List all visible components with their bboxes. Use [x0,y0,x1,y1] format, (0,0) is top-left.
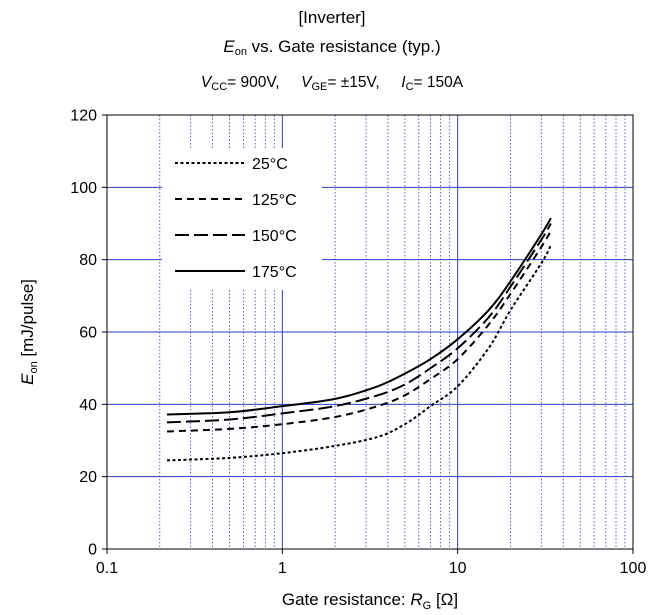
vge-value: = ±15V, [327,74,380,91]
x-axis-label-sub: G [423,600,432,612]
x-tick-label: 1 [278,560,287,577]
legend-box [162,148,322,290]
vge-symbol: V [301,74,312,91]
legend-label-25°C: 25°C [252,156,288,173]
vge-sub: GE [311,81,328,93]
chart-title-line2: Eon vs. Gate resistance (typ.) [0,37,664,62]
y-tick-label: 60 [79,325,97,342]
x-axis-label: Gate resistance: RG [Ω] [282,590,458,612]
x-tick-label: 100 [620,560,647,577]
legend-label-125°C: 125°C [252,192,297,209]
y-axis-label-sub: on [28,361,40,373]
series-line-125°C [166,230,552,433]
x-tick-label: 10 [449,560,467,577]
y-tick-label: 120 [70,108,97,125]
series-line-150°C [166,222,552,424]
grid [106,114,634,550]
legend: 25°C 125°C 150°C 175°C [162,148,322,290]
ic-value: = 150A [413,74,464,91]
title-e-symbol: E [223,37,235,56]
chart-conditions: VCC= 900V, VGE= ±15V, IC= 150A [0,73,664,97]
chart-title-line1: [Inverter] [298,8,366,27]
title-rest: vs. Gate resistance (typ.) [246,37,441,56]
ic-sub: C [405,81,414,93]
y-tick-label: 80 [79,252,97,269]
x-tick-label: 0.1 [96,560,118,577]
vcc-symbol: V [200,74,212,91]
y-tick-label: 20 [79,469,97,486]
title-e-sub: on [234,46,247,58]
ic-symbol: I [401,74,406,91]
tick-layer: 0.1 1 10 100 0 20 40 60 80 100 120 [70,108,646,578]
series-line-175°C [166,217,552,416]
y-tick-label: 0 [88,542,97,559]
x-axis-label-text: Gate resistance: [282,590,411,609]
vcc-sub: CC [211,81,228,93]
vcc-value: = 900V, [227,74,280,91]
y-tick-label: 40 [79,397,97,414]
y-axis-label-symbol: E [18,373,37,385]
x-axis-label-unit: [Ω] [431,590,458,609]
x-axis-label-symbol: R [410,590,422,609]
legend-label-150°C: 150°C [252,228,297,245]
legend-label-175°C: 175°C [252,264,297,281]
y-axis-label: Eon [mJ/pulse] [18,279,40,385]
series-layer [166,217,552,462]
y-axis-label-unit: [mJ/pulse] [18,279,37,361]
series-line-25°C [166,244,552,462]
y-tick-label: 100 [70,180,97,197]
